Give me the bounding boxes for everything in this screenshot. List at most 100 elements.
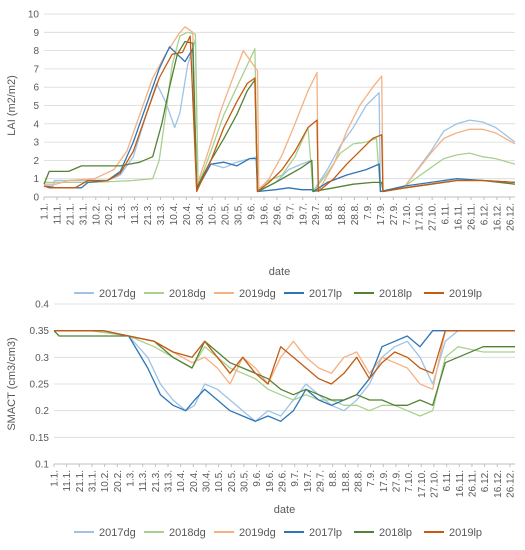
legend-label-2018lp: 2018lp — [379, 527, 412, 539]
y-tick-label: 0.2 — [35, 406, 49, 417]
legend-label-2018dg: 2018dg — [169, 527, 206, 539]
x-tick-label: 1.3. — [117, 203, 128, 220]
y-tick-label: 3 — [33, 138, 39, 149]
x-tick-label: 10.2. — [91, 203, 102, 225]
x-tick-label: 26.12. — [505, 203, 516, 231]
x-tick-label: 20.4. — [182, 203, 193, 225]
x-tick-label: 7.9. — [366, 470, 377, 487]
x-tick-label: 21.3. — [151, 470, 162, 492]
y-tick-label: 0.1 — [35, 460, 49, 471]
x-tick-label: 11.3. — [138, 470, 149, 492]
x-tick-label: 31.3. — [163, 470, 174, 492]
legend-label-2019lp: 2019lp — [449, 527, 482, 539]
x-tick-label: 30.4. — [195, 203, 206, 225]
x-axis-title: date — [269, 266, 290, 278]
legend-label-2019dg: 2019dg — [239, 288, 276, 300]
x-tick-label: 10.5. — [214, 470, 225, 492]
x-tick-label: 19.7. — [298, 203, 309, 225]
series-line-2018lp — [53, 330, 515, 406]
x-tick-label: 6.12. — [480, 470, 491, 492]
series-line-2019dg — [54, 330, 515, 390]
x-tick-label: 20.5. — [227, 470, 238, 492]
x-tick-label: 6.11. — [441, 203, 452, 225]
y-tick-label: 10 — [28, 10, 40, 21]
y-tick-label: 8 — [33, 46, 39, 57]
x-tick-label: 17.10. — [415, 203, 426, 231]
x-tick-label: 29.7. — [315, 470, 326, 492]
x-tick-label: 29.6. — [277, 470, 288, 492]
x-tick-label: 9.6. — [252, 470, 263, 487]
x-tick-label: 7.10. — [402, 203, 413, 225]
x-tick-label: 16.11. — [455, 470, 466, 497]
x-tick-label: 9.7. — [285, 203, 296, 220]
y-tick-label: 5 — [33, 101, 39, 112]
x-tick-label: 20.2. — [104, 203, 115, 225]
series-line-2019lp — [54, 330, 515, 385]
series-line-2018dg — [44, 31, 516, 193]
x-tick-label: 20.2. — [113, 470, 124, 492]
y-tick-label: 0.15 — [30, 433, 50, 444]
y-tick-label: 6 — [33, 83, 39, 94]
series-line-2018dg — [54, 330, 515, 417]
x-tick-label: 21.1. — [75, 470, 86, 492]
x-tick-label: 10.5. — [208, 203, 219, 225]
x-tick-label: 10.2. — [100, 470, 111, 492]
x-tick-label: 6.11. — [442, 470, 453, 492]
legend: 2017dg 2018dg 2019dg 2017lp 2018lp 2019lp — [74, 527, 482, 539]
legend-label-2018dg: 2018dg — [169, 288, 206, 300]
x-tick-label: 27.9. — [391, 470, 402, 492]
x-tick-label: 6.12. — [479, 203, 490, 225]
x-tick-label: 28.8. — [353, 470, 364, 492]
x-tick-label: 29.6. — [272, 203, 283, 225]
x-tick-label: 18.8. — [337, 203, 348, 225]
x-tick-label: 30.5. — [239, 470, 250, 492]
legend: 2017dg 2018dg 2019dg 2017lp 2018lp 2019lp — [74, 288, 482, 300]
x-tick-label: 8.8. — [328, 470, 339, 487]
x-tick-label: 27.10. — [428, 203, 439, 231]
x-tick-label: 19.6. — [259, 203, 270, 225]
y-tick-label: 7 — [33, 64, 39, 75]
x-tick-label: 11.1. — [62, 470, 73, 492]
x-tick-label: 29.7. — [311, 203, 322, 225]
x-tick-label: 10.4. — [176, 470, 187, 492]
legend-label-2017lp: 2017lp — [309, 288, 342, 300]
x-tick-label: 30.4. — [201, 470, 212, 492]
y-tick-label: 4 — [33, 119, 39, 130]
y-tick-label: 9 — [33, 28, 39, 39]
x-tick-label: 31.3. — [156, 203, 167, 225]
x-tick-label: 26.11. — [467, 203, 478, 230]
x-tick-label: 7.10. — [404, 470, 415, 492]
legend-label-2019lp: 2019lp — [449, 288, 482, 300]
x-tick-label: 9.6. — [247, 203, 258, 220]
x-tick-label: 1.1. — [40, 203, 51, 220]
x-tick-label: 31.1. — [78, 203, 89, 225]
series-line-2019lp — [43, 35, 516, 193]
x-tick-label: 30.5. — [234, 203, 245, 225]
y-axis-title: LAI (m2/m2) — [6, 75, 18, 136]
x-tick-label: 21.1. — [65, 203, 76, 225]
x-tick-label: 19.7. — [303, 470, 314, 492]
x-tick-label: 28.8. — [350, 203, 361, 225]
x-tick-label: 20.5. — [221, 203, 232, 225]
x-tick-label: 19.6. — [265, 470, 276, 492]
x-tick-label: 26.11. — [467, 470, 478, 497]
x-tick-label: 26.12. — [505, 470, 516, 498]
y-tick-label: 0 — [33, 193, 39, 204]
y-tick-label: 0.3 — [35, 353, 49, 364]
legend-label-2019dg: 2019dg — [239, 527, 276, 539]
series-line-2017dg — [54, 330, 515, 422]
x-tick-label: 10.4. — [169, 203, 180, 225]
y-tick-label: 0.35 — [30, 326, 50, 337]
y-tick-label: 2 — [33, 156, 39, 167]
x-tick-label: 31.1. — [87, 470, 98, 492]
x-tick-label: 20.4. — [189, 470, 200, 492]
x-tick-label: 18.8. — [341, 470, 352, 492]
x-tick-label: 17.9. — [376, 203, 387, 225]
x-tick-label: 27.9. — [389, 203, 400, 225]
y-tick-label: 1 — [33, 174, 39, 185]
x-tick-label: 8.8. — [324, 203, 335, 220]
x-tick-label: 1.3. — [125, 470, 136, 487]
x-tick-label: 9.7. — [290, 470, 301, 487]
chart-1: 0 1 2 3 4 5 6 7 8 9 10 1.1. 11.1. 21.1. 31.1. 10.2. 20.2… — [6, 10, 516, 301]
